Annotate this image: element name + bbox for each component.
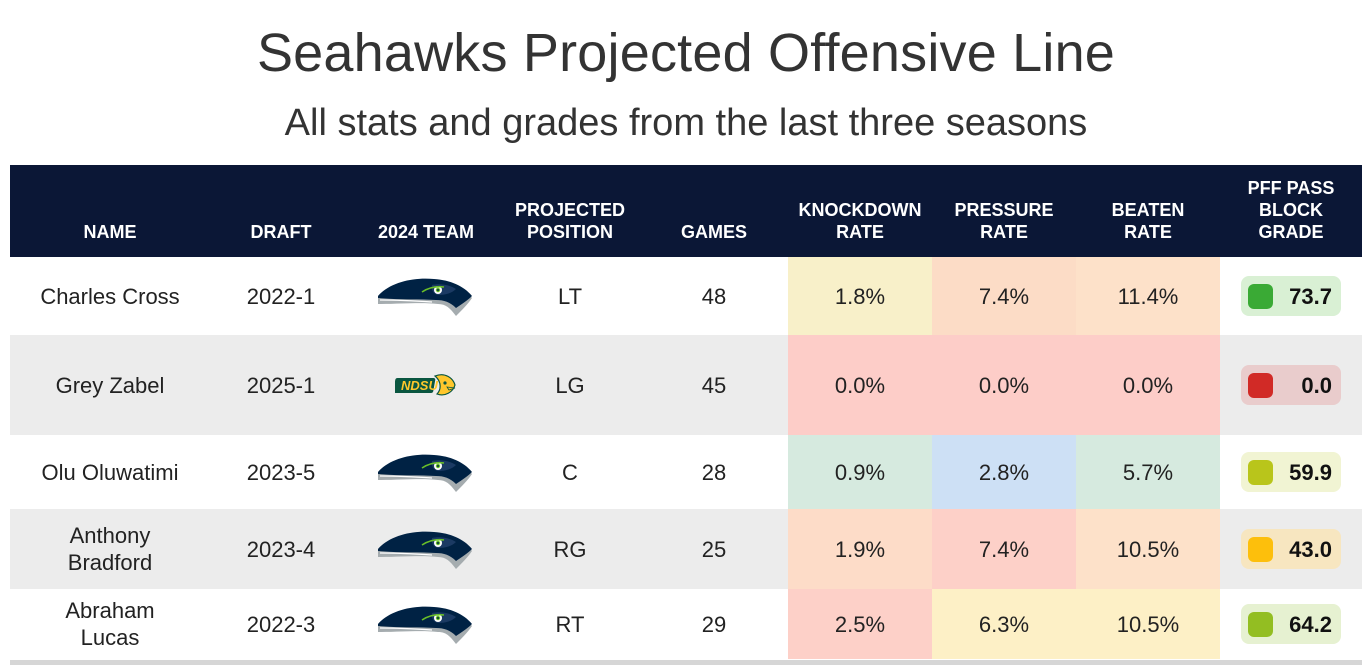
knockdown-rate-cell: 1.8% bbox=[788, 257, 932, 335]
column-header-pass-block-grade: PFF PASS BLOCK GRADE bbox=[1247, 178, 1335, 242]
pressure-rate-cell: 7.4% bbox=[932, 257, 1076, 335]
team-cell bbox=[352, 589, 500, 659]
games-cell: 29 bbox=[701, 611, 727, 637]
grade-value: 0.0 bbox=[1301, 372, 1332, 398]
draft-cell: 2023-5 bbox=[246, 459, 316, 485]
grade-badge: 73.7 bbox=[1241, 276, 1341, 316]
seahawks-logo-icon bbox=[378, 278, 472, 316]
team-cell bbox=[352, 509, 500, 589]
player-name-cell: Charles Cross bbox=[40, 283, 180, 309]
chart-title: Seahawks Projected Offensive Line bbox=[256, 23, 1116, 83]
position-cell: LT bbox=[557, 283, 583, 309]
grade-indicator-dot bbox=[1248, 611, 1273, 637]
draft-cell: 2025-1 bbox=[246, 372, 316, 398]
column-header-team: 2024 TEAM bbox=[377, 222, 475, 242]
position-cell: LG bbox=[555, 372, 585, 398]
column-header-position: PROJECTED POSITION bbox=[514, 200, 626, 242]
pressure-rate-cell: 2.8% bbox=[932, 435, 1076, 509]
position-cell: C bbox=[562, 459, 578, 485]
seahawks-logo-icon bbox=[378, 606, 472, 644]
table-row: Olu Oluwatimi 2023-5 C 28 0.9% 2.8% 5.7%… bbox=[10, 435, 1362, 509]
team-cell: NDSU bbox=[352, 335, 500, 435]
pressure-rate-cell: 6.3% bbox=[932, 589, 1076, 659]
draft-cell: 2022-1 bbox=[246, 283, 316, 309]
beaten-rate-cell: 10.5% bbox=[1076, 589, 1220, 659]
position-cell: RG bbox=[553, 536, 587, 562]
column-header-draft: DRAFT bbox=[250, 222, 312, 242]
table-row: Anthony Bradford 2023-4 RG 25 1.9% 7.4% … bbox=[10, 509, 1362, 589]
column-header-pressure-rate: PRESSURE RATE bbox=[954, 200, 1054, 242]
column-header-games: GAMES bbox=[680, 222, 747, 242]
pass-block-grade-cell: 43.0 bbox=[1220, 509, 1362, 589]
beaten-rate-cell: 10.5% bbox=[1076, 509, 1220, 589]
seahawks-logo-icon bbox=[378, 454, 472, 492]
position-cell: RT bbox=[555, 611, 585, 637]
table-header: NAME DRAFT 2024 TEAM PROJECTED POSITION … bbox=[10, 165, 1362, 257]
games-cell: 45 bbox=[701, 372, 727, 398]
draft-cell: 2022-3 bbox=[246, 611, 316, 637]
grade-value: 43.0 bbox=[1289, 536, 1332, 562]
table-row: Abraham Lucas 2022-3 RT 29 2.5% 6.3% 10.… bbox=[10, 589, 1362, 659]
grade-value: 59.9 bbox=[1289, 459, 1332, 485]
pressure-rate-cell: 0.0% bbox=[932, 335, 1076, 435]
column-header-beaten-rate: BEATEN RATE bbox=[1111, 200, 1185, 242]
team-cell bbox=[352, 257, 500, 335]
pass-block-grade-cell: 59.9 bbox=[1220, 435, 1362, 509]
table-body: Charles Cross 2022-1 LT 48 1.8% 7.4% 11.… bbox=[10, 257, 1362, 659]
table-row: Charles Cross 2022-1 LT 48 1.8% 7.4% 11.… bbox=[10, 257, 1362, 335]
player-name-cell: Grey Zabel bbox=[55, 372, 165, 398]
knockdown-rate-cell: 0.0% bbox=[788, 335, 932, 435]
player-name-cell: Anthony Bradford bbox=[67, 523, 153, 575]
table-row: Grey Zabel 2025-1 NDSU LG 45 0.0% 0.0% 0… bbox=[10, 335, 1362, 435]
seahawks-logo-icon bbox=[378, 531, 472, 569]
games-cell: 48 bbox=[701, 283, 727, 309]
grade-badge: 0.0 bbox=[1241, 365, 1341, 405]
grade-indicator-dot bbox=[1248, 459, 1273, 485]
grade-indicator-dot bbox=[1248, 536, 1273, 562]
grade-indicator-dot bbox=[1248, 283, 1273, 309]
pass-block-grade-cell: 64.2 bbox=[1220, 589, 1362, 659]
pressure-rate-cell: 7.4% bbox=[932, 509, 1076, 589]
grade-badge: 64.2 bbox=[1241, 604, 1341, 644]
ndsu-logo-icon: NDSU bbox=[395, 374, 456, 396]
draft-cell: 2023-4 bbox=[246, 536, 316, 562]
column-header-name: NAME bbox=[83, 222, 137, 242]
grade-value: 64.2 bbox=[1289, 611, 1332, 637]
games-cell: 28 bbox=[701, 459, 727, 485]
column-header-knockdown-rate: KNOCKDOWN RATE bbox=[798, 200, 922, 242]
pass-block-grade-cell: 0.0 bbox=[1220, 335, 1362, 435]
stats-table: NAME DRAFT 2024 TEAM PROJECTED POSITION … bbox=[10, 165, 1362, 659]
pass-block-grade-cell: 73.7 bbox=[1220, 257, 1362, 335]
beaten-rate-cell: 11.4% bbox=[1076, 257, 1220, 335]
grade-value: 73.7 bbox=[1289, 283, 1332, 309]
knockdown-rate-cell: 2.5% bbox=[788, 589, 932, 659]
grade-badge: 43.0 bbox=[1241, 529, 1341, 569]
knockdown-rate-cell: 1.9% bbox=[788, 509, 932, 589]
grade-indicator-dot bbox=[1248, 372, 1273, 398]
bottom-divider bbox=[10, 660, 1362, 665]
beaten-rate-cell: 5.7% bbox=[1076, 435, 1220, 509]
chart-subtitle: All stats and grades from the last three… bbox=[284, 102, 1088, 144]
grade-badge: 59.9 bbox=[1241, 452, 1341, 492]
team-cell bbox=[352, 435, 500, 509]
player-name-cell: Olu Oluwatimi bbox=[41, 459, 179, 485]
player-name-cell: Abraham Lucas bbox=[65, 598, 155, 650]
games-cell: 25 bbox=[701, 536, 727, 562]
knockdown-rate-cell: 0.9% bbox=[788, 435, 932, 509]
beaten-rate-cell: 0.0% bbox=[1076, 335, 1220, 435]
svg-text:NDSU: NDSU bbox=[401, 378, 438, 393]
